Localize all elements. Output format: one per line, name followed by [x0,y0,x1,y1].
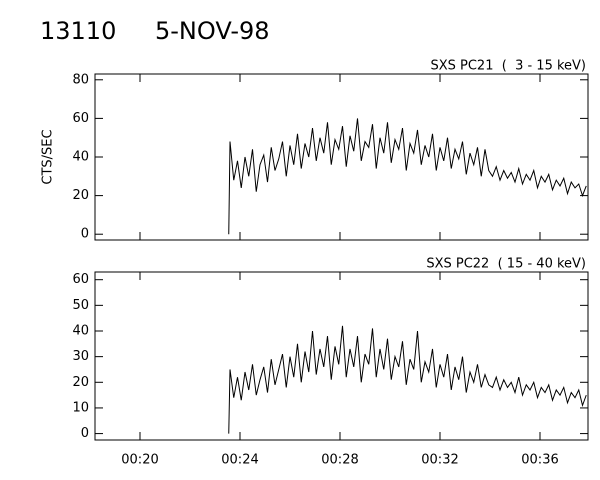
data-line [228,118,587,235]
y-tick-label: 0 [81,426,89,441]
y-tick-label: 40 [72,323,89,338]
plot-date: 5-NOV-98 [155,17,270,45]
x-tick-label: 00:32 [421,453,458,468]
panel-title: SXS PC22 ( 15 - 40 keV) [426,257,586,272]
y-tick-label: 60 [72,272,89,287]
y-tick-label: 80 [72,72,89,87]
y-tick-label: 60 [72,111,89,126]
plot-frame [94,271,589,441]
y-tick-label: 0 [81,227,89,242]
y-tick-label: 40 [72,150,89,165]
panel-title: SXS PC21 ( 3 - 15 keV) [430,59,586,74]
x-tick-label: 00:28 [321,453,358,468]
y-tick-label: 20 [72,188,89,203]
y-tick-label: 30 [72,349,89,364]
y-tick-label: 10 [72,400,89,415]
data-line [228,325,587,434]
x-tick-label: 00:20 [121,453,158,468]
y-tick-label: 20 [72,375,89,390]
y-axis-label: CTS/SEC [41,129,56,184]
x-tick-label: 00:24 [221,453,258,468]
plot-frame [94,73,589,241]
x-tick-label: 00:36 [521,453,558,468]
plot-id: 13110 [40,17,116,45]
y-tick-label: 50 [72,298,89,313]
